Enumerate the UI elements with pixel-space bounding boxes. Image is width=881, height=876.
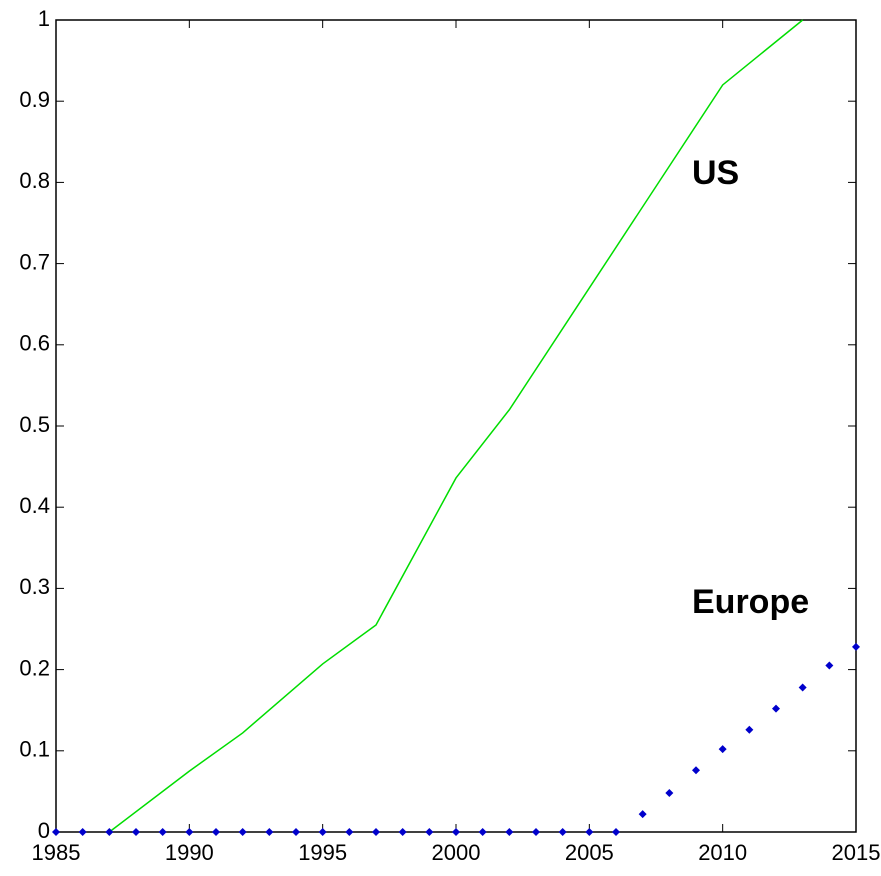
point-marker bbox=[772, 704, 780, 713]
point-marker bbox=[78, 828, 87, 836]
y-tick-label: 0.3 bbox=[19, 574, 50, 599]
plot-frame bbox=[55, 19, 857, 833]
x-tick-label: 2010 bbox=[698, 840, 747, 865]
point-marker bbox=[478, 828, 487, 836]
point-marker bbox=[505, 828, 514, 836]
y-tick-label: 0 bbox=[38, 818, 50, 843]
point-marker bbox=[665, 789, 674, 798]
y-tick-label: 0.2 bbox=[19, 655, 50, 680]
series-annotation: Europe bbox=[692, 583, 809, 621]
point-marker bbox=[185, 828, 194, 836]
y-tick-label: 0.7 bbox=[19, 249, 50, 274]
point-marker bbox=[852, 642, 860, 651]
series-line bbox=[108, 19, 804, 833]
x-tick-label: 1995 bbox=[298, 840, 347, 865]
y-tick-label: 0.4 bbox=[19, 493, 50, 518]
point-marker bbox=[825, 661, 834, 670]
point-marker bbox=[558, 828, 567, 836]
x-tick-label: 2000 bbox=[432, 840, 481, 865]
point-marker bbox=[798, 683, 807, 692]
y-tick-label: 0.1 bbox=[19, 737, 50, 762]
point-marker bbox=[532, 828, 540, 836]
point-marker bbox=[265, 828, 274, 836]
point-marker bbox=[345, 828, 354, 836]
x-tick-label: 1990 bbox=[165, 840, 214, 865]
point-marker bbox=[425, 828, 434, 836]
point-marker bbox=[132, 828, 140, 836]
series-annotation: US bbox=[692, 154, 739, 192]
y-tick-label: 0.8 bbox=[19, 168, 50, 193]
y-tick-label: 0.6 bbox=[19, 331, 50, 356]
point-marker bbox=[452, 828, 460, 836]
point-marker bbox=[745, 725, 754, 734]
x-tick-label: 1985 bbox=[32, 840, 81, 865]
y-tick-label: 1 bbox=[38, 6, 50, 31]
point-marker bbox=[158, 828, 167, 836]
point-marker bbox=[718, 745, 727, 754]
point-marker bbox=[105, 828, 114, 836]
point-marker bbox=[692, 766, 700, 775]
y-tick-label: 0.9 bbox=[19, 87, 50, 112]
y-tick-label: 0.5 bbox=[19, 412, 50, 437]
point-marker bbox=[612, 828, 620, 836]
point-marker bbox=[585, 828, 594, 836]
point-marker bbox=[372, 828, 380, 836]
point-marker bbox=[52, 828, 60, 836]
point-marker bbox=[238, 828, 247, 836]
point-marker bbox=[212, 828, 220, 836]
point-marker bbox=[292, 828, 300, 836]
point-marker bbox=[638, 810, 647, 819]
x-tick-label: 2005 bbox=[565, 840, 614, 865]
x-tick-label: 2015 bbox=[832, 840, 881, 865]
point-marker bbox=[398, 828, 407, 836]
point-marker bbox=[318, 828, 327, 836]
